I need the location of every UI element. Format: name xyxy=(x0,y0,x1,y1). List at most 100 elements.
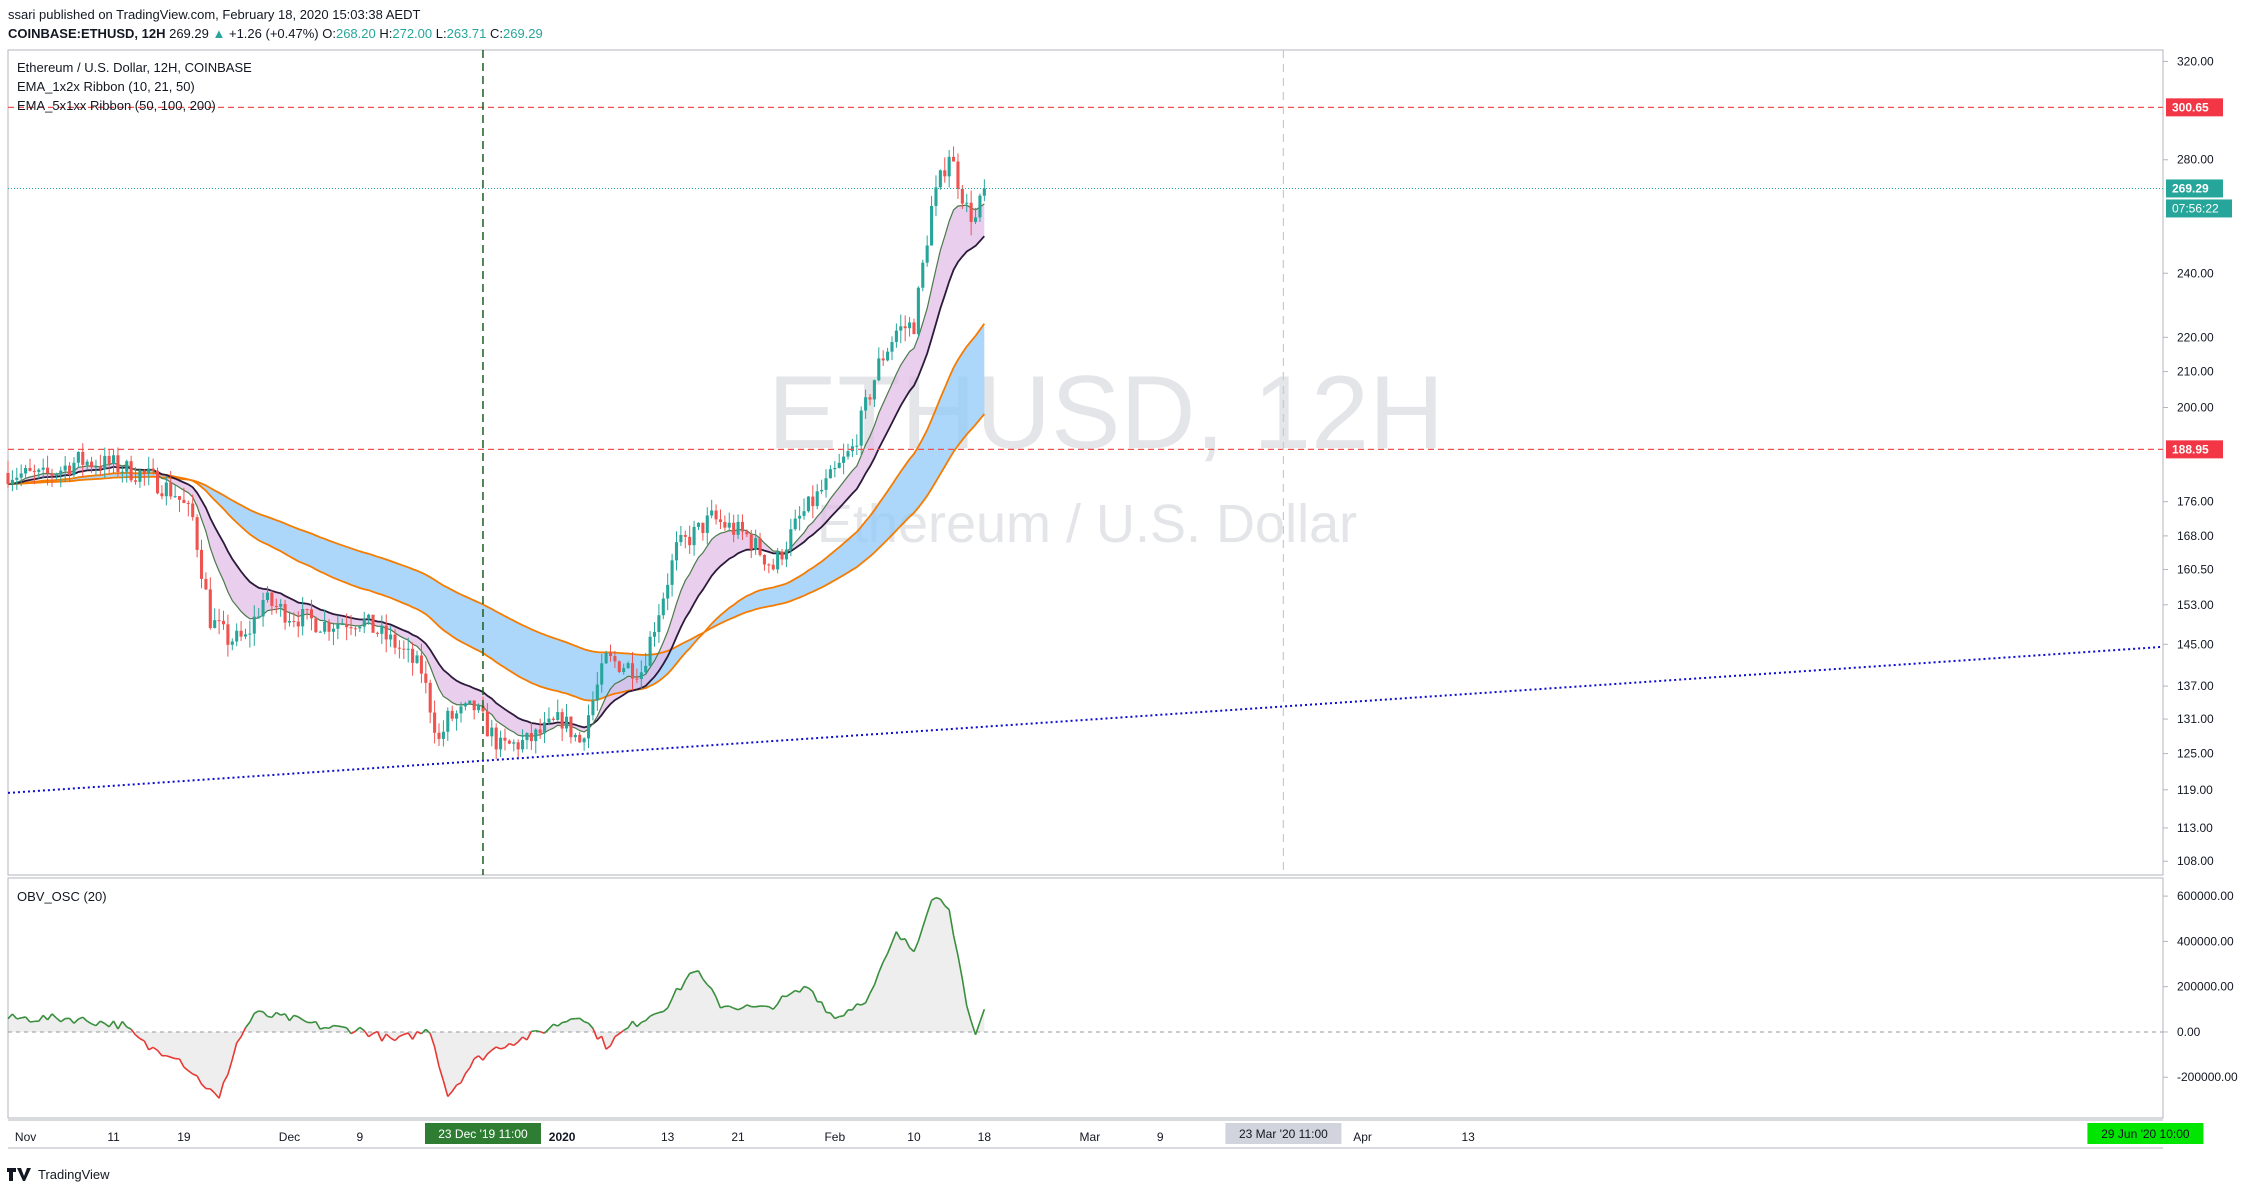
candle-body xyxy=(6,472,10,485)
candle-body xyxy=(494,727,498,750)
candle-body xyxy=(138,471,142,482)
osc-segment xyxy=(886,942,893,954)
candle-body xyxy=(129,461,133,481)
candle-body xyxy=(529,733,533,742)
candle-body xyxy=(556,712,560,720)
candle-body xyxy=(784,549,788,560)
osc-segment xyxy=(73,1018,79,1024)
osc-segment xyxy=(200,1083,207,1090)
marker-time-tag: 23 Mar '20 11:00 xyxy=(1239,1127,1328,1141)
candle-body xyxy=(745,531,749,535)
osc-segment xyxy=(416,1030,422,1035)
candle-body xyxy=(608,653,613,657)
price-axis[interactable]: 320.00 280.00 240.00 220.00 210.00 200.00 176.… xyxy=(2163,54,2238,1084)
osc-segment xyxy=(376,1031,383,1042)
osc-segment xyxy=(38,1014,44,1022)
osc-segment xyxy=(504,1042,510,1049)
osc-segment xyxy=(464,1067,471,1075)
candle-body xyxy=(477,705,481,711)
osc-segment xyxy=(368,1032,374,1038)
crosshair-time-tag: 23 Dec '19 11:00 xyxy=(438,1127,528,1141)
candle-body xyxy=(701,522,705,533)
candle-body xyxy=(705,515,709,533)
candle-body xyxy=(54,474,58,476)
candle-body xyxy=(886,351,890,361)
candle-body xyxy=(626,663,630,669)
candle-body xyxy=(969,202,973,222)
candle-body xyxy=(459,706,463,714)
osc-tick-label: 400000.00 xyxy=(2177,934,2234,948)
candle-body xyxy=(243,634,248,637)
last-price: 269.29 xyxy=(169,26,209,41)
osc-segment xyxy=(820,1001,827,1013)
candle-body xyxy=(270,592,274,606)
osc-segment xyxy=(16,1017,22,1020)
osc-segment xyxy=(614,1033,620,1038)
candle-body xyxy=(798,515,802,519)
time-tick-label: 18 xyxy=(978,1130,992,1144)
osc-segment xyxy=(768,1006,774,1010)
osc-segment xyxy=(961,978,968,1006)
chart-frames xyxy=(7,49,2164,1149)
osc-segment xyxy=(196,1075,203,1085)
candle-body xyxy=(965,202,969,204)
osc-segment xyxy=(447,1090,453,1098)
candle-body xyxy=(134,480,138,482)
osc-segment xyxy=(697,970,704,980)
candle-body xyxy=(169,482,173,497)
candle-body xyxy=(261,600,265,617)
osc-segment xyxy=(909,947,915,953)
osc-segment xyxy=(183,1066,189,1072)
candle-body xyxy=(24,467,28,474)
candle-body xyxy=(916,287,920,335)
candle-body xyxy=(595,684,599,701)
candle-body xyxy=(578,734,582,743)
candle-body xyxy=(32,470,36,472)
legend-indicator-2: EMA_5x1xx Ribbon (50, 100, 200) xyxy=(17,98,216,113)
osc-segment xyxy=(807,987,814,993)
candle-body xyxy=(309,609,313,619)
time-tick-label: 2020 xyxy=(549,1130,576,1144)
osc-segment xyxy=(526,1031,533,1041)
candle-body xyxy=(639,672,643,679)
osc-segment xyxy=(860,1002,866,1006)
candle-body xyxy=(543,722,547,734)
candle-body xyxy=(120,471,124,473)
osc-segment xyxy=(135,1034,141,1040)
candle-body xyxy=(872,380,876,400)
osc-segment xyxy=(152,1046,158,1052)
candle-body xyxy=(472,700,476,711)
osc-segment xyxy=(974,1021,981,1035)
close-label: C: xyxy=(489,26,503,41)
osc-segment xyxy=(917,926,924,942)
candle-body xyxy=(828,469,832,479)
candle-body xyxy=(327,621,331,632)
candle-body xyxy=(908,322,912,329)
osc-segment xyxy=(825,1011,831,1014)
osc-segment xyxy=(390,1037,396,1042)
candle-body xyxy=(789,529,793,550)
candle-body xyxy=(780,551,784,560)
candle-body xyxy=(318,631,322,633)
candle-body xyxy=(68,465,72,475)
candle-body xyxy=(921,262,925,288)
price-tick-label: 160.50 xyxy=(2177,563,2214,577)
time-tick-label: Mar xyxy=(1080,1130,1101,1144)
osc-segment xyxy=(587,1022,594,1029)
osc-segment xyxy=(350,1030,356,1035)
candle-body xyxy=(622,668,626,673)
time-axis[interactable]: Nov 11 19 Dec 9 2020 13 21 Feb 10 18 Mar 9 Apr 13 23 De… xyxy=(15,1123,2204,1144)
osc-segment xyxy=(139,1037,145,1042)
osc-segment xyxy=(95,1020,101,1027)
candle-body xyxy=(688,536,692,546)
candle-body xyxy=(877,358,881,381)
osc-segment xyxy=(543,1028,550,1034)
osc-segment xyxy=(548,1023,554,1030)
osc-segment xyxy=(733,1007,739,1011)
brand-label: TradingView xyxy=(38,1166,110,1182)
candle-body xyxy=(450,710,454,719)
price-tick-label: 145.00 xyxy=(2177,637,2214,651)
candle-body xyxy=(160,493,164,497)
osc-segment xyxy=(935,896,941,900)
